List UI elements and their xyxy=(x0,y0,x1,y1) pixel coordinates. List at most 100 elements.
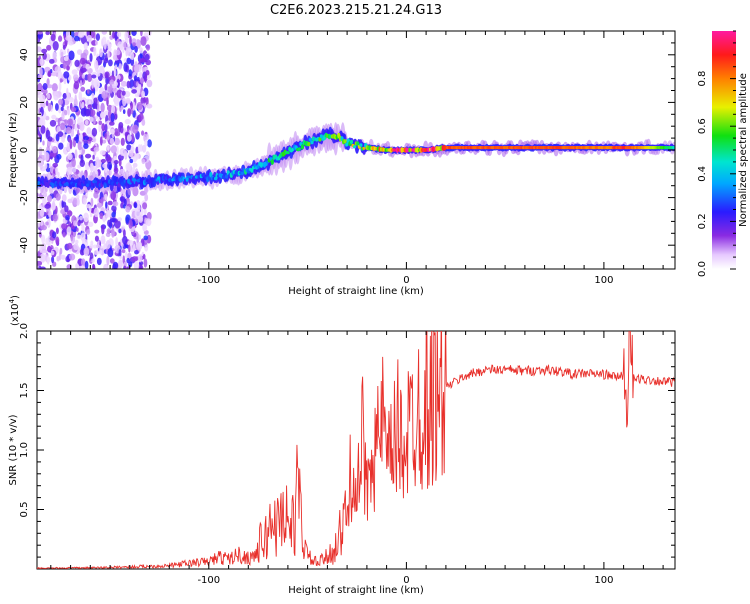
noise-speckle xyxy=(112,201,119,207)
noise-speckle xyxy=(141,130,145,136)
noise-speckle xyxy=(144,193,149,202)
noise-speckle xyxy=(138,242,143,248)
noise-speckle xyxy=(55,227,59,235)
noise-speckle xyxy=(75,239,79,244)
noise-speckle xyxy=(79,79,83,87)
noise-speckle xyxy=(143,235,148,241)
noise-speckle xyxy=(64,109,68,116)
noise-speckle xyxy=(67,152,73,161)
noise-speckle xyxy=(46,44,52,51)
noise-speckle xyxy=(104,71,110,79)
noise-speckle xyxy=(89,162,94,172)
noise-speckle xyxy=(142,202,148,210)
noise-speckle xyxy=(79,132,83,142)
noise-speckle xyxy=(147,139,152,148)
ridge-core xyxy=(359,143,363,147)
ridge-core xyxy=(286,151,290,155)
noise-speckle xyxy=(67,118,74,126)
noise-speckle xyxy=(74,123,78,132)
noise-speckle xyxy=(128,219,133,229)
noise-speckle xyxy=(88,99,94,105)
noise-speckle xyxy=(83,247,90,257)
noise-speckle xyxy=(90,197,94,207)
noise-speckle xyxy=(110,145,117,154)
noise-speckle xyxy=(96,202,103,208)
noise-speckle xyxy=(90,208,95,213)
noise-speckle xyxy=(120,105,124,110)
noise-speckle xyxy=(83,143,89,150)
noise-speckle xyxy=(93,97,98,104)
noise-speckle xyxy=(93,147,100,152)
figure-title: C2E6.2023.215.21.24.G13 xyxy=(270,3,442,18)
noise-speckle xyxy=(114,219,121,229)
noise-speckle xyxy=(55,117,59,123)
noise-speckle xyxy=(60,254,66,260)
noise-speckle xyxy=(132,124,139,134)
noise-speckle xyxy=(59,247,63,255)
noise-speckle xyxy=(134,75,137,82)
ridge-core xyxy=(86,183,90,188)
noise-speckle xyxy=(95,40,98,46)
noise-speckle xyxy=(110,128,115,135)
noise-speckle xyxy=(79,57,86,65)
noise-speckle xyxy=(110,112,115,123)
noise-speckle xyxy=(101,90,108,99)
noise-speckle xyxy=(78,91,83,101)
noise-speckle xyxy=(146,79,153,88)
noise-speckle xyxy=(141,144,147,153)
noise-speckle xyxy=(105,240,111,249)
noise-speckle xyxy=(48,210,52,218)
noise-speckle xyxy=(138,215,144,223)
noise-speckle xyxy=(55,103,59,111)
noise-speckle xyxy=(136,41,141,47)
noise-speckle xyxy=(141,158,146,165)
noise-speckle xyxy=(144,73,147,83)
noise-speckle xyxy=(57,171,60,178)
noise-speckle xyxy=(87,221,94,227)
snr-series-line xyxy=(37,331,675,569)
noise-speckle xyxy=(87,73,93,82)
noise-speckle xyxy=(88,205,92,213)
noise-speckle xyxy=(82,197,87,205)
noise-speckle xyxy=(94,235,99,242)
x-tick-label: 0 xyxy=(403,275,409,286)
noise-speckle xyxy=(37,135,40,145)
noise-speckle xyxy=(102,163,107,169)
noise-speckle xyxy=(51,83,58,92)
noise-speckle xyxy=(145,97,149,107)
noise-speckle xyxy=(129,35,132,45)
noise-speckle xyxy=(46,84,53,89)
spectrogram-heatmap xyxy=(37,31,675,269)
noise-speckle xyxy=(39,67,43,77)
noise-speckle xyxy=(92,264,96,269)
noise-speckle xyxy=(108,164,112,171)
noise-speckle xyxy=(93,249,99,255)
noise-speckle xyxy=(61,112,65,120)
noise-speckle xyxy=(61,136,65,143)
noise-speckle xyxy=(109,137,115,145)
noise-speckle xyxy=(39,117,46,128)
ridge-core xyxy=(187,175,191,179)
noise-speckle xyxy=(102,215,106,223)
noise-speckle xyxy=(141,90,146,98)
noise-speckle xyxy=(58,98,64,105)
noise-speckle xyxy=(73,243,79,251)
noise-speckle xyxy=(58,142,64,150)
noise-speckle xyxy=(73,220,78,227)
noise-speckle xyxy=(101,31,107,35)
noise-speckle xyxy=(37,223,41,228)
noise-speckle xyxy=(85,153,92,159)
y-tick-label: 0.5 xyxy=(19,502,30,518)
noise-speckle xyxy=(142,223,148,232)
noise-speckle xyxy=(89,116,94,123)
noise-speckle xyxy=(60,122,65,131)
noise-speckle xyxy=(80,232,86,242)
ridge-core xyxy=(356,141,360,147)
noise-speckle xyxy=(123,261,128,266)
noise-speckle xyxy=(137,254,143,263)
noise-speckle xyxy=(86,229,91,235)
noise-speckle xyxy=(121,249,126,254)
noise-speckle xyxy=(125,162,132,172)
noise-speckle xyxy=(116,31,122,38)
